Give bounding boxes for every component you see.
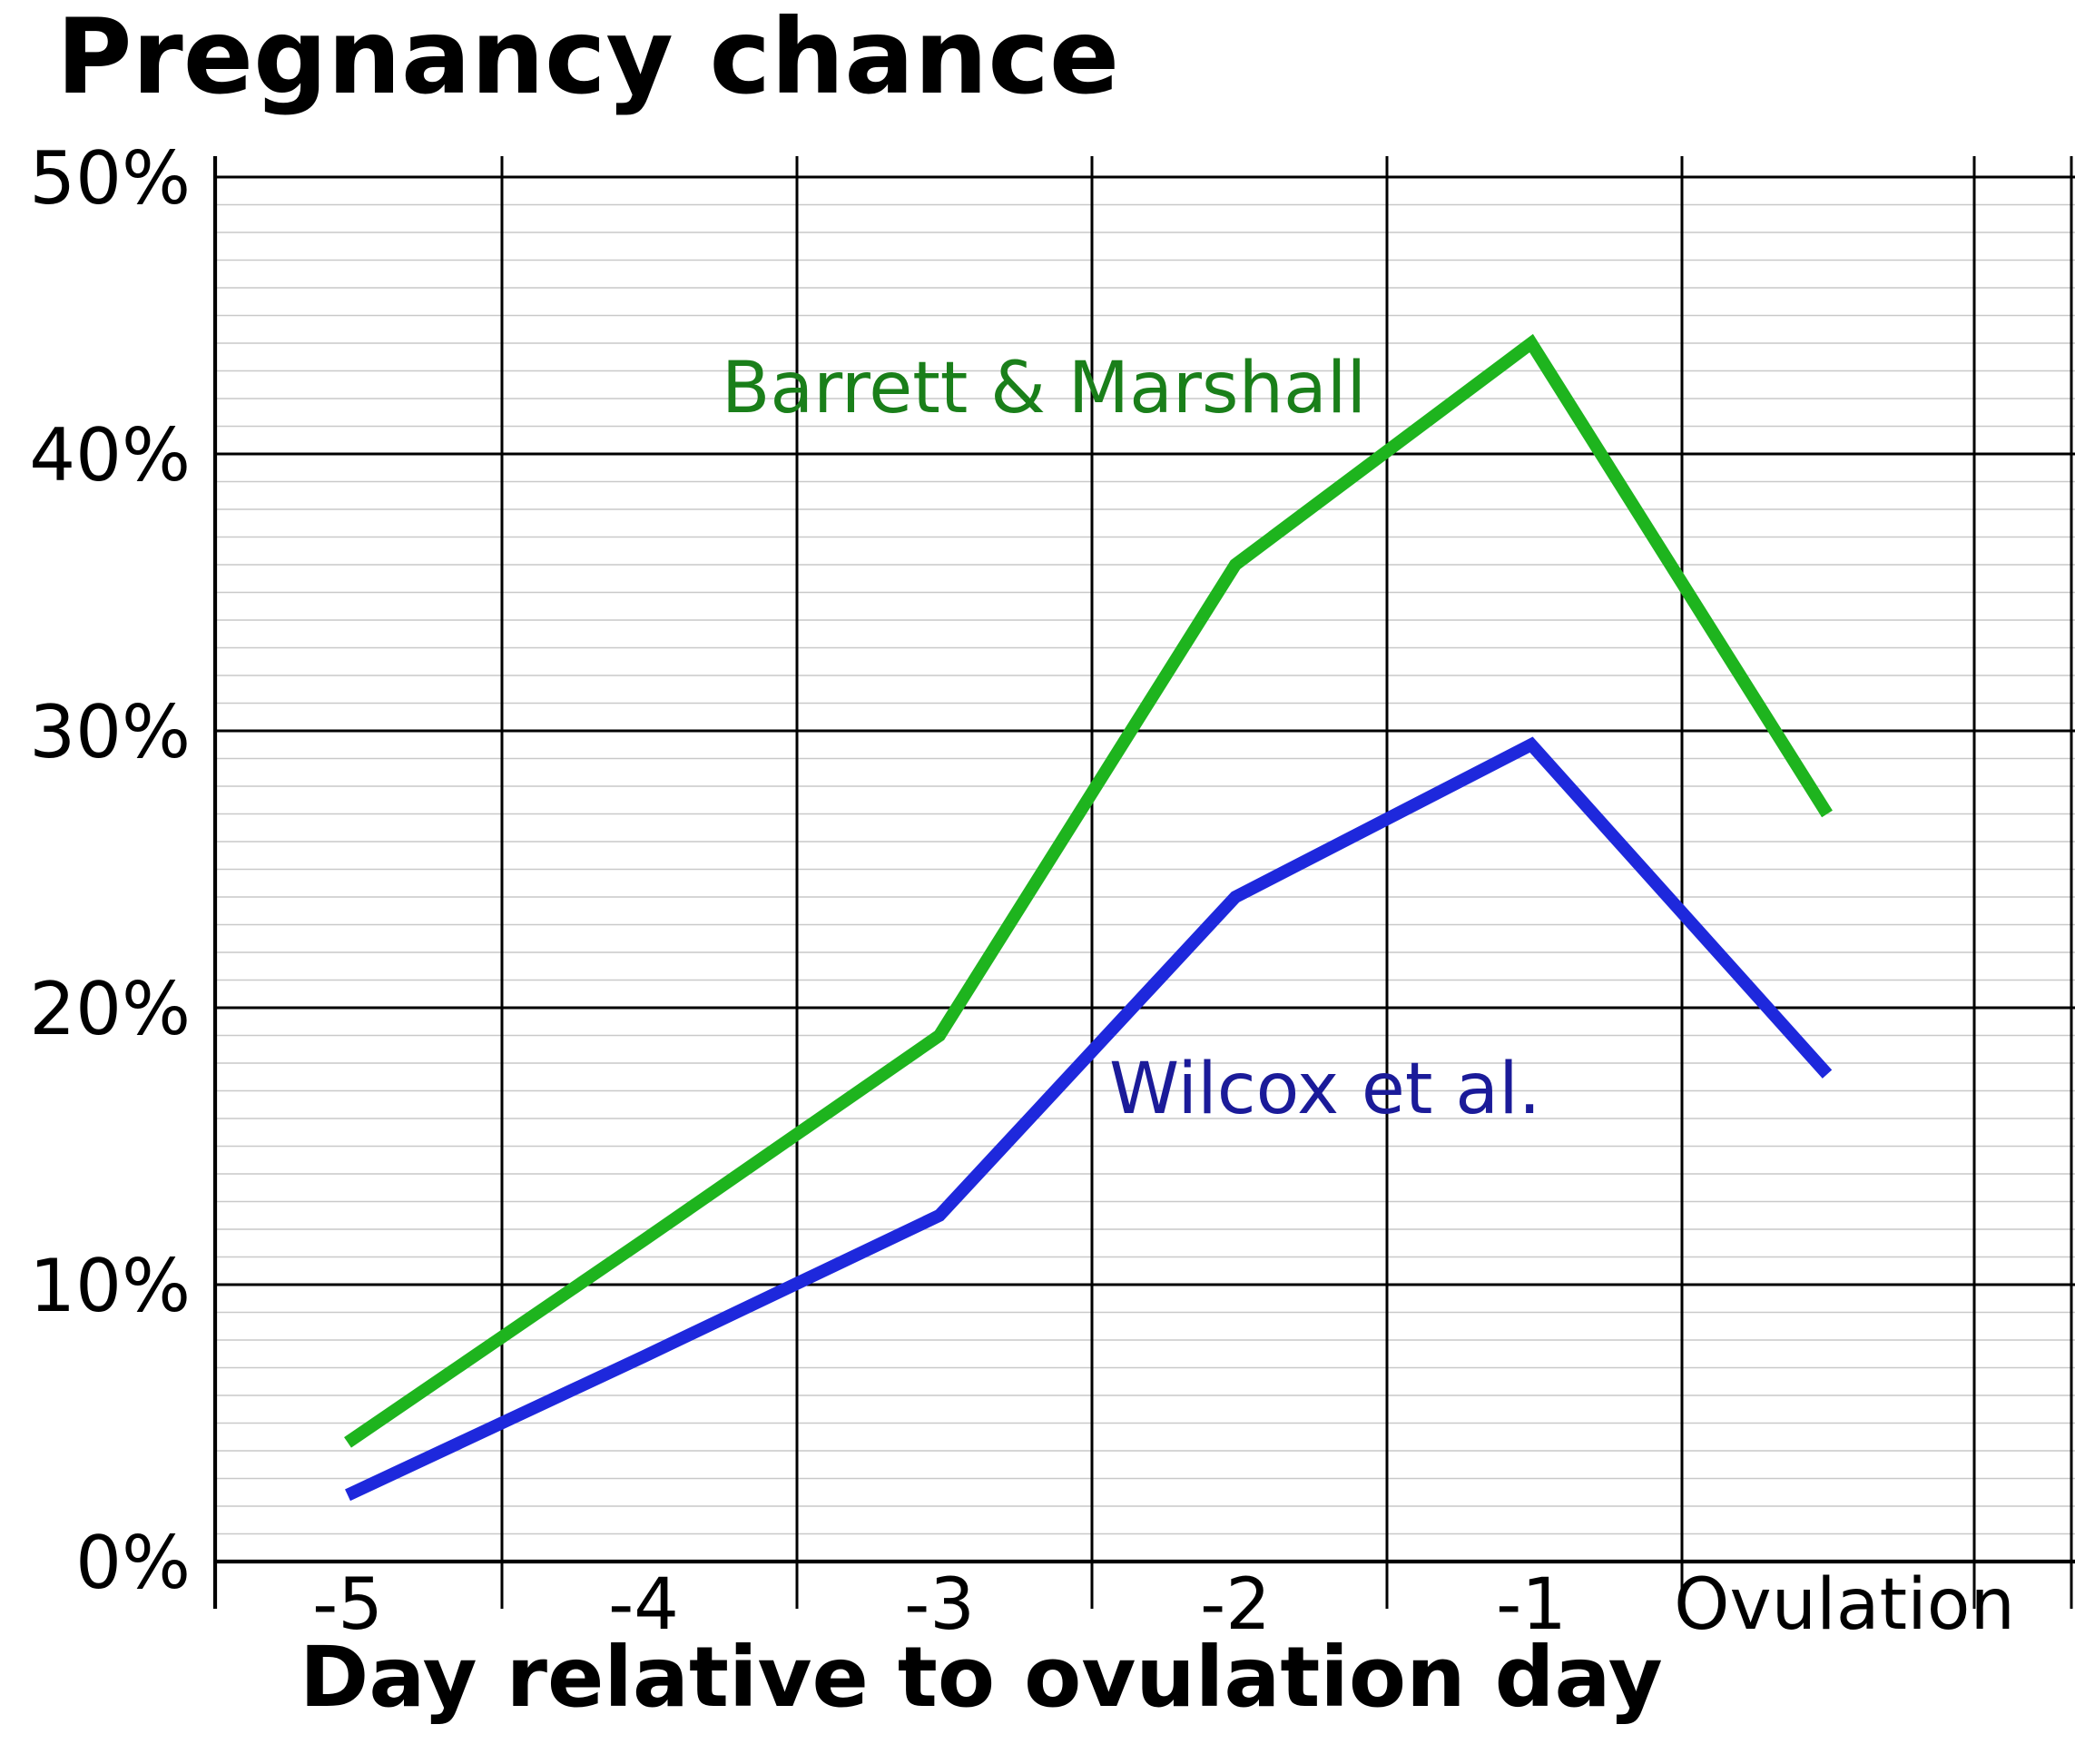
series-label-wilcox-et-al: Wilcox et al.: [1109, 1049, 1541, 1130]
y-tick-label-20: 20%: [29, 967, 191, 1051]
series-line-wilcox-et-al: [345, 736, 1833, 1502]
y-tick-label-0: 0%: [75, 1521, 191, 1605]
y-tick-label-40: 40%: [29, 413, 191, 498]
x-tick-label-5: -5: [312, 1564, 383, 1646]
y-tick-label-10: 10%: [29, 1244, 191, 1328]
x-tick-label-1: -1: [1496, 1564, 1567, 1646]
y-tick-label-30: 30%: [29, 690, 191, 774]
x-tick-label-ovulation: Ovulation: [1674, 1564, 2015, 1646]
series-line-barrett-marshall: [344, 333, 1833, 1448]
chart-title: Pregnancy chance: [56, 0, 1120, 117]
series-label-barrett-marshall: Barrett & Marshall: [722, 348, 1366, 429]
x-tick-label-2: -2: [1200, 1564, 1271, 1646]
x-axis-title: Day relative to ovulation day: [300, 1629, 1663, 1726]
x-tick-label-3: -3: [904, 1564, 975, 1646]
x-tick-label-4: -4: [608, 1564, 679, 1646]
y-tick-label-50: 50%: [29, 136, 191, 221]
